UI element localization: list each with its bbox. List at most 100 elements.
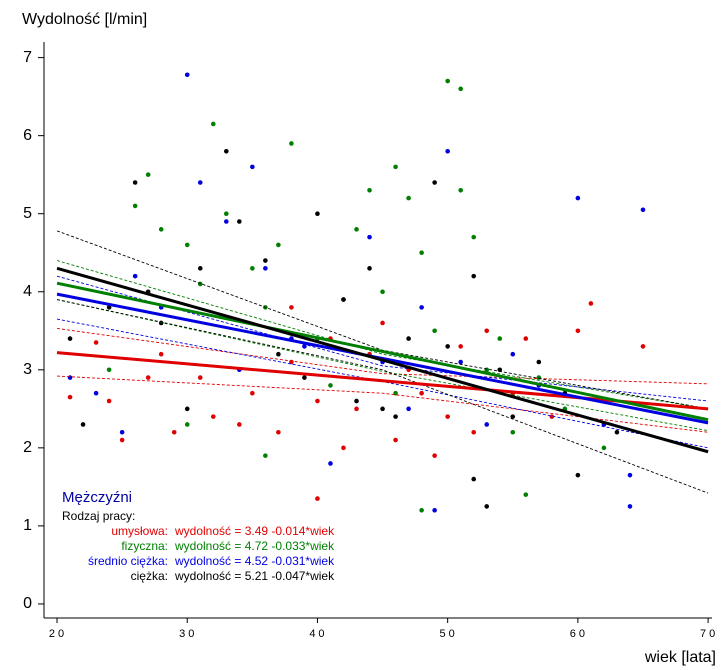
data-point <box>575 195 581 201</box>
data-point <box>588 301 594 306</box>
data-point <box>67 336 73 341</box>
data-point <box>276 242 281 248</box>
data-point <box>224 219 229 224</box>
legend-label: ciężka: <box>131 569 168 583</box>
data-point <box>250 164 255 170</box>
data-point <box>197 281 203 287</box>
data-point <box>367 266 372 271</box>
legend-label: średnio ciężka: <box>88 554 168 568</box>
y-tick-label: 2 <box>23 439 32 456</box>
data-point <box>315 496 320 501</box>
data-point <box>367 187 372 193</box>
data-point <box>419 390 424 396</box>
legend-label: umysłowa: <box>111 524 168 538</box>
x-axis-label: wiek [lata] <box>644 649 716 666</box>
data-point <box>132 180 138 185</box>
data-point <box>419 250 424 256</box>
data-point <box>106 367 112 373</box>
data-point <box>640 344 646 349</box>
data-point <box>614 429 620 435</box>
data-point <box>627 472 633 478</box>
data-point <box>367 234 372 240</box>
data-point <box>315 398 320 404</box>
data-point <box>237 219 242 224</box>
data-point <box>197 375 203 380</box>
data-point <box>93 390 99 396</box>
data-point <box>184 242 190 248</box>
data-point <box>132 203 138 209</box>
data-point <box>458 344 463 349</box>
data-point <box>393 414 398 419</box>
data-point <box>67 375 73 380</box>
data-point <box>445 148 450 154</box>
x-tick-label: 70 <box>700 628 718 640</box>
data-point <box>119 429 125 435</box>
data-point <box>158 351 164 357</box>
data-point <box>263 266 268 271</box>
data-point <box>67 394 73 400</box>
data-point <box>510 429 516 435</box>
data-point <box>380 320 385 326</box>
data-point <box>471 273 477 279</box>
x-tick-label: 20 <box>49 628 67 640</box>
data-point <box>302 344 307 349</box>
data-point <box>458 187 463 193</box>
data-point <box>627 504 633 509</box>
data-point <box>601 445 607 451</box>
legend-equation: wydolność = 5.21 -0.047*wiek <box>174 569 335 583</box>
legend-label: fizyczna: <box>121 539 168 553</box>
data-point <box>497 336 503 341</box>
data-point <box>197 180 203 185</box>
regression-line <box>56 266 709 454</box>
x-tick-label: 40 <box>309 628 327 640</box>
x-tick-label: 60 <box>570 628 588 640</box>
data-point <box>171 429 177 435</box>
data-point <box>406 406 411 412</box>
data-point <box>380 289 385 295</box>
data-point <box>432 328 437 334</box>
regression-line <box>56 351 709 411</box>
regression-line <box>56 281 709 422</box>
data-point <box>145 172 151 177</box>
data-point <box>445 414 450 419</box>
legend-equation: wydolność = 4.52 -0.031*wiek <box>174 554 335 568</box>
data-point <box>184 422 190 427</box>
data-point <box>354 398 359 404</box>
data-point <box>575 472 581 478</box>
data-point <box>263 258 268 263</box>
y-tick-label: 4 <box>23 283 32 300</box>
data-point <box>158 227 164 232</box>
data-point <box>224 148 229 154</box>
data-point <box>380 406 385 412</box>
data-point <box>210 121 216 127</box>
data-point <box>393 437 398 443</box>
data-point <box>276 429 281 435</box>
legend-equation: wydolność = 4.72 -0.033*wiek <box>174 539 335 553</box>
data-point <box>510 351 516 357</box>
data-point <box>484 328 490 334</box>
data-point <box>184 406 190 412</box>
data-point <box>341 445 346 451</box>
data-point <box>184 72 190 78</box>
y-tick-label: 1 <box>23 517 32 534</box>
data-point <box>432 507 437 513</box>
data-point <box>640 207 646 213</box>
confidence-band <box>56 327 709 385</box>
legend-equation: wydolność = 3.49 -0.014*wiek <box>174 524 335 538</box>
data-point <box>458 359 463 365</box>
data-point <box>432 180 437 185</box>
confidence-band <box>56 299 709 432</box>
data-point <box>328 461 333 466</box>
y-tick-label: 7 <box>23 49 32 66</box>
chart-title: Wydolność [l/min] <box>22 11 147 28</box>
data-point <box>354 406 359 412</box>
data-point <box>250 266 255 271</box>
data-point <box>445 344 450 349</box>
legend-title: Mężczyźni <box>62 489 132 506</box>
data-point <box>276 351 281 357</box>
data-point <box>445 78 450 84</box>
data-point <box>302 375 307 380</box>
data-point <box>328 383 333 388</box>
regression-line <box>56 292 709 425</box>
data-point <box>458 86 463 92</box>
